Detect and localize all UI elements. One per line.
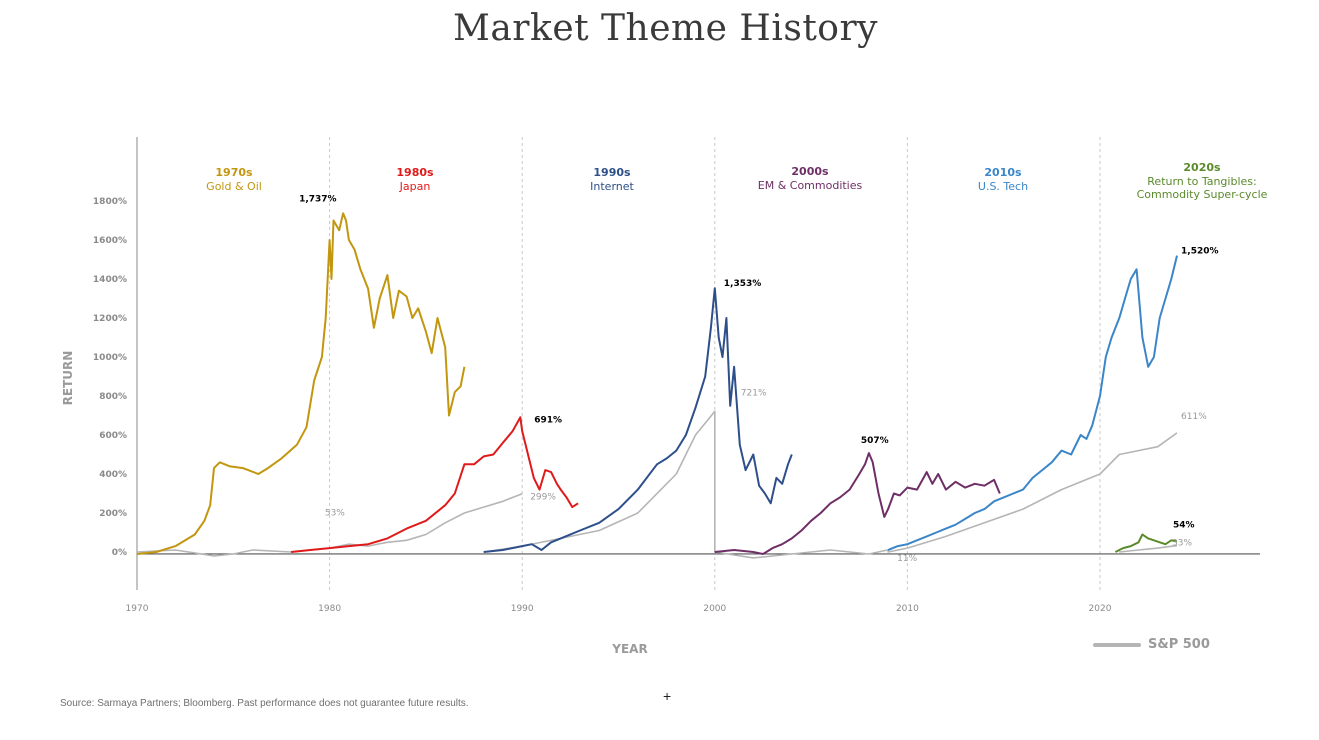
theme-decade-1970s: 1970s bbox=[215, 166, 253, 179]
theme-decade-2020s: 2020s bbox=[1183, 161, 1221, 174]
theme-decade-1990s: 1990s bbox=[593, 166, 631, 179]
legend-label-sp500: S&P 500 bbox=[1148, 637, 1210, 652]
y-tick-600: 600% bbox=[99, 431, 127, 441]
annotation-33: 33% bbox=[1172, 539, 1192, 549]
annotation-1353: 1,353% bbox=[724, 279, 762, 289]
x-tick-labels: 1970 1980 1990 2000 2010 2020 bbox=[126, 604, 1112, 614]
annotation-721: 721% bbox=[741, 388, 767, 398]
theme-name-2020s-line2: Commodity Super-cycle bbox=[1137, 188, 1268, 201]
annotation-507: 507% bbox=[861, 436, 889, 446]
annotation-691: 691% bbox=[534, 415, 562, 425]
x-tick-2000: 2000 bbox=[703, 604, 726, 614]
x-tick-2020: 2020 bbox=[1089, 604, 1112, 614]
theme-name-1980s: Japan bbox=[399, 180, 431, 193]
theme-decade-2000s: 2000s bbox=[791, 165, 829, 178]
source-note: Source: Sarmaya Partners; Bloomberg. Pas… bbox=[60, 698, 469, 709]
y-tick-1800: 1800% bbox=[93, 197, 127, 207]
series-1990s-internet bbox=[483, 287, 793, 553]
annotation-1520: 1,520% bbox=[1181, 247, 1219, 257]
y-tick-1000: 1000% bbox=[93, 353, 127, 363]
annotation-11: 11% bbox=[897, 554, 917, 564]
annotation-54: 54% bbox=[1173, 520, 1195, 530]
legend-swatch-sp500 bbox=[1093, 642, 1141, 647]
theme-name-2020s: Return to Tangibles: bbox=[1147, 175, 1256, 188]
theme-name-1970s: Gold & Oil bbox=[206, 180, 262, 193]
series-2020s-return-to-tangibles bbox=[1114, 533, 1178, 553]
y-tick-1200: 1200% bbox=[93, 314, 127, 324]
annotations: 1,737% 691% 1,353% 507% 1,520% 54% 53% 299% 721%… bbox=[299, 194, 1218, 564]
annotation-299: 299% bbox=[530, 493, 556, 503]
y-axis-label: RETURN bbox=[61, 351, 75, 406]
plus-icon: + bbox=[663, 688, 672, 704]
x-tick-2010: 2010 bbox=[896, 604, 919, 614]
theme-decade-1980s: 1980s bbox=[396, 166, 434, 179]
x-axis-label: YEAR bbox=[611, 642, 647, 656]
theme-decade-2010s: 2010s bbox=[984, 166, 1022, 179]
x-tick-1980: 1980 bbox=[318, 604, 341, 614]
y-tick-1400: 1400% bbox=[93, 275, 127, 285]
series-sp500-segment-2 bbox=[483, 410, 1178, 559]
axes bbox=[136, 137, 1260, 590]
series-2000s-em-commodities bbox=[714, 452, 1001, 555]
annotation-611: 611% bbox=[1181, 412, 1207, 422]
annotation-1737: 1,737% bbox=[299, 194, 337, 204]
y-tick-labels: 0% 200% 400% 600% 800% 1000% 1200% 1400% 1600% 18… bbox=[93, 197, 127, 558]
series-lines bbox=[136, 212, 1178, 559]
theme-name-2010s: U.S. Tech bbox=[978, 180, 1028, 193]
series-1980s-japan bbox=[290, 416, 579, 553]
x-tick-1970: 1970 bbox=[126, 604, 149, 614]
y-tick-800: 800% bbox=[99, 392, 127, 402]
theme-name-2000s: EM & Commodities bbox=[758, 179, 863, 192]
legend: S&P 500 bbox=[1093, 637, 1210, 652]
series-sp500-segment-3 bbox=[1119, 544, 1178, 553]
series-2010s-u-s-tech bbox=[887, 255, 1178, 551]
annotation-53: 53% bbox=[325, 509, 345, 519]
y-tick-1600: 1600% bbox=[93, 236, 127, 246]
y-tick-200: 200% bbox=[99, 509, 127, 519]
series-sp500-segment-1 bbox=[136, 492, 523, 557]
y-tick-0: 0% bbox=[112, 548, 127, 558]
series-1970s-gold-oil bbox=[136, 212, 466, 555]
theme-name-1990s: Internet bbox=[590, 180, 634, 193]
chart-title: Market Theme History bbox=[452, 8, 879, 49]
y-tick-400: 400% bbox=[99, 470, 127, 480]
x-tick-1990: 1990 bbox=[511, 604, 534, 614]
